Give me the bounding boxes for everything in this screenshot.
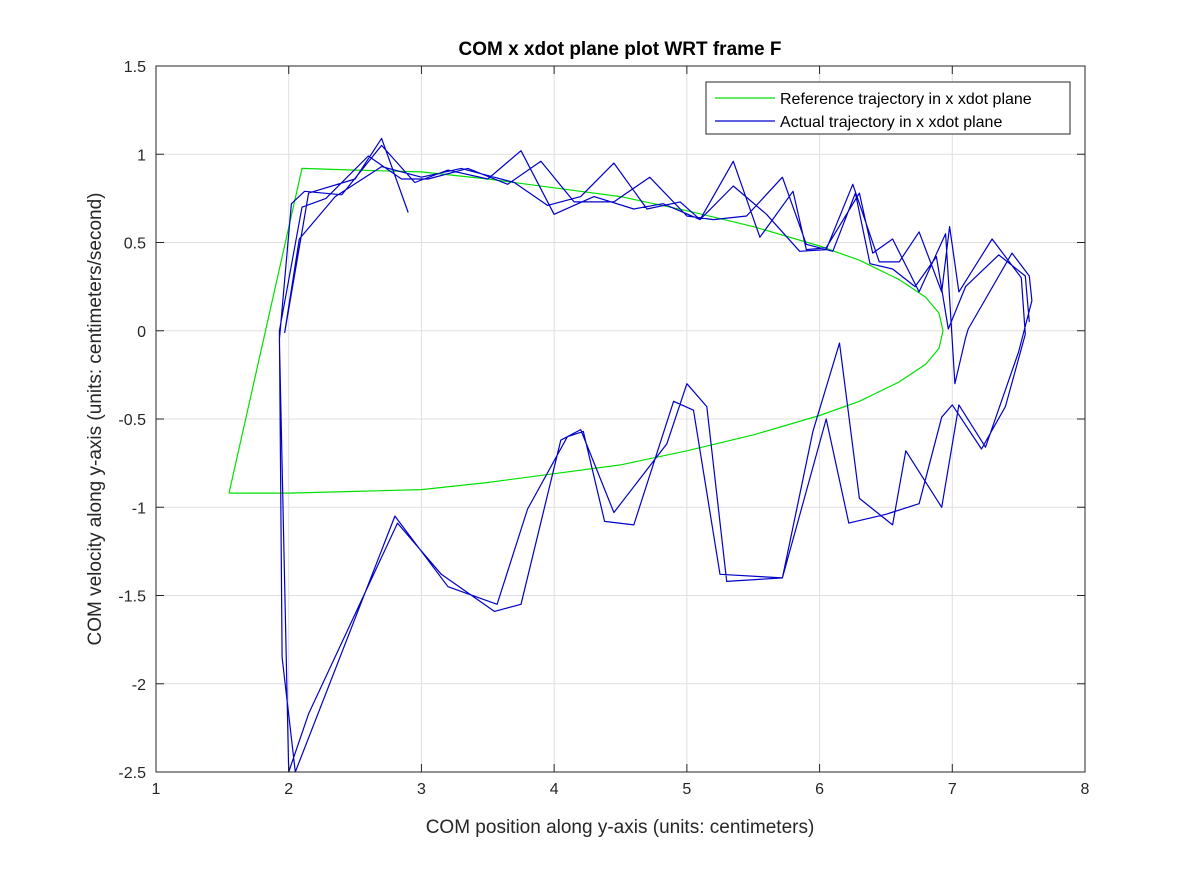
reference-trajectory-line (228, 167, 944, 494)
y-tick-label: -2.5 (118, 765, 146, 782)
legend-label-reference: Reference trajectory in x xdot plane (780, 91, 1032, 108)
x-tick-label: 8 (1081, 781, 1090, 798)
actual-trajectory-line (278, 137, 1033, 773)
y-axis-label: COM velocity along y-axis (units: centim… (85, 193, 106, 646)
x-axis-label: COM position along y-axis (units: centim… (426, 817, 815, 838)
x-tick-label: 3 (417, 781, 426, 798)
ticks: 1 2 3 4 5 6 7 8 1.5 1 0.5 0 -0.5 -1 -1.5 -2 -2.5 (118, 59, 1089, 798)
y-tick-label: -1.5 (118, 589, 146, 606)
y-tick-label: 0 (137, 324, 146, 341)
y-tick-label: -0.5 (118, 412, 146, 429)
x-tick-label: 2 (284, 781, 293, 798)
y-tick-label: 0.5 (124, 236, 146, 253)
chart-title: COM x xdot plane plot WRT frame F (458, 39, 781, 60)
legend: Reference trajectory in x xdot plane Act… (705, 81, 1071, 135)
x-tick-label: 4 (550, 781, 559, 798)
series-layer (228, 137, 1033, 773)
x-tick-label: 1 (152, 781, 161, 798)
x-tick-label: 5 (682, 781, 691, 798)
y-tick-label: 1 (137, 147, 146, 164)
x-tick-label: 6 (815, 781, 824, 798)
y-tick-label: -1 (132, 500, 146, 517)
y-tick-label: 1.5 (124, 59, 146, 76)
legend-box (705, 81, 1071, 135)
legend-label-actual: Actual trajectory in x xdot plane (780, 114, 1002, 131)
y-tick-label: -2 (132, 677, 146, 694)
x-tick-label: 7 (948, 781, 957, 798)
